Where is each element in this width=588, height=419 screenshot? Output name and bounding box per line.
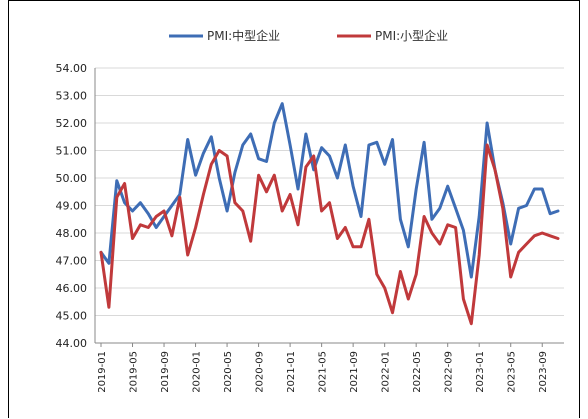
x-tick-label: 2022-01 (381, 351, 392, 393)
legend-label: PMI:中型企业 (207, 28, 280, 43)
legend: PMI:中型企业 PMI:小型企业 (169, 28, 448, 43)
y-tick-label: 47.00 (56, 255, 88, 268)
x-tick-label: 2019-09 (160, 351, 171, 393)
x-tick-label: 2019-05 (129, 351, 140, 393)
y-tick-label: 46.00 (56, 282, 88, 295)
y-tick-label: 48.00 (56, 227, 88, 240)
y-tick-label: 45.00 (56, 310, 88, 323)
series-line-small-enterprise (99, 143, 560, 326)
x-tick-label: 2020-01 (192, 351, 203, 393)
series-line-medium-enterprise (99, 102, 560, 279)
x-tick-label: 2022-05 (412, 351, 423, 393)
x-tick-label: 2022-09 (444, 351, 455, 393)
chart-frame: PMI:中型企业 PMI:小型企业 44.00 45.00 46.00 47.00 48.… (8, 0, 580, 418)
y-tick-label: 52.00 (56, 117, 88, 130)
x-tick-label: 2021-05 (318, 351, 329, 393)
x-tick-label: 2020-09 (255, 351, 266, 393)
y-tick-label: 44.00 (56, 337, 88, 350)
x-tick-label: 2021-09 (349, 351, 360, 393)
y-tick-label: 50.00 (56, 172, 88, 185)
y-tick-label: 49.00 (56, 200, 88, 213)
x-tick-label: 2021-01 (286, 351, 297, 393)
axes (94, 68, 564, 344)
line-chart: PMI:中型企业 PMI:小型企业 44.00 45.00 46.00 47.00 48.… (56, 28, 564, 393)
x-axis-ticks: 2019-01 2019-05 2019-09 2020-01 2020-05 2020-… (97, 343, 549, 393)
y-tick-label: 54.00 (56, 62, 88, 75)
series-lines (99, 102, 560, 326)
y-axis-ticks: 44.00 45.00 46.00 47.00 48.00 49.00 50.00 51.00… (56, 62, 88, 350)
y-tick-label: 51.00 (56, 145, 88, 158)
x-tick-label: 2023-05 (507, 351, 518, 393)
legend-label: PMI:小型企业 (375, 28, 448, 43)
x-tick-label: 2023-09 (538, 351, 549, 393)
x-tick-label: 2023-01 (475, 351, 486, 393)
x-tick-label: 2020-05 (223, 351, 234, 393)
y-tick-label: 53.00 (56, 90, 88, 103)
x-tick-label: 2019-01 (97, 351, 108, 393)
